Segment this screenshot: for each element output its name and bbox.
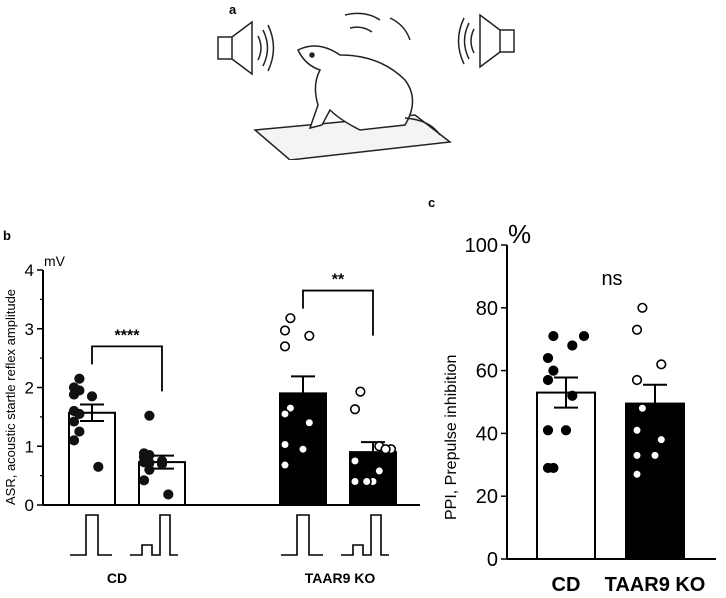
data-point bbox=[68, 416, 80, 427]
data-point bbox=[631, 374, 643, 386]
group-label-cd: CD bbox=[107, 570, 127, 586]
significance-bracket bbox=[91, 345, 163, 392]
data-point bbox=[631, 469, 643, 480]
data-point bbox=[548, 462, 559, 474]
data-point bbox=[349, 476, 361, 487]
data-point bbox=[144, 464, 155, 475]
panel-label-a: a bbox=[229, 2, 237, 17]
data-point bbox=[86, 391, 98, 402]
bar bbox=[68, 411, 116, 507]
data-point bbox=[631, 324, 643, 335]
speaker-right-icon bbox=[457, 13, 515, 69]
rat-icon bbox=[253, 12, 452, 160]
data-point bbox=[355, 386, 366, 397]
data-point bbox=[144, 410, 155, 421]
data-point bbox=[279, 341, 291, 352]
significance-label: ** bbox=[332, 272, 345, 289]
data-point bbox=[74, 426, 85, 437]
y-tick-label: 0 bbox=[25, 496, 34, 515]
y-tick-label: 60 bbox=[476, 361, 498, 383]
data-point bbox=[656, 359, 667, 370]
data-point bbox=[578, 330, 590, 342]
error-bar bbox=[554, 376, 578, 409]
data-point bbox=[649, 450, 661, 461]
y-tick-label: 80 bbox=[476, 298, 498, 320]
data-point bbox=[542, 374, 554, 386]
data-point bbox=[374, 465, 385, 477]
data-point bbox=[380, 444, 391, 455]
category-label: TAAR9 KO bbox=[605, 574, 706, 596]
data-point bbox=[297, 444, 309, 455]
group-label-taar9-ko: TAAR9 KO bbox=[305, 570, 376, 586]
data-point bbox=[542, 352, 554, 364]
data-point bbox=[631, 425, 643, 436]
data-point bbox=[93, 461, 104, 472]
y-tick-label: 0 bbox=[487, 549, 498, 571]
y-tick-label: 100 bbox=[465, 235, 498, 257]
stimulus-pulse-icon bbox=[70, 514, 112, 556]
y-tick-label: 1 bbox=[25, 437, 34, 456]
data-point bbox=[567, 390, 578, 401]
stimulus-pulse-icon bbox=[281, 514, 323, 556]
y-tick-label: 2 bbox=[25, 379, 34, 398]
error-bar bbox=[80, 403, 104, 422]
data-point bbox=[349, 455, 361, 467]
y-tick-label: 4 bbox=[25, 261, 34, 280]
data-point bbox=[68, 435, 80, 446]
stimulus-prepulse-pulse-icon bbox=[130, 514, 178, 556]
bar bbox=[536, 391, 596, 560]
y-axis-label: ASR, acoustic startle reflex amplitude bbox=[3, 289, 18, 505]
y-axis-label: PPI, Prepulse inhibition bbox=[443, 355, 460, 520]
data-point bbox=[631, 450, 643, 461]
data-point bbox=[138, 475, 150, 486]
data-point bbox=[74, 373, 85, 384]
panel-label-b: b bbox=[3, 228, 11, 243]
data-point bbox=[349, 404, 361, 415]
speaker-left-icon bbox=[217, 20, 275, 76]
data-point bbox=[279, 439, 291, 450]
data-point bbox=[279, 325, 291, 336]
error-bar bbox=[643, 383, 667, 404]
data-point bbox=[542, 425, 554, 436]
y-tick-label: 3 bbox=[25, 320, 34, 339]
data-point bbox=[68, 389, 80, 400]
error-bar bbox=[291, 375, 315, 394]
y-unit-label: % bbox=[508, 219, 531, 249]
data-point bbox=[156, 458, 168, 469]
significance-label: **** bbox=[115, 327, 141, 344]
data-point bbox=[304, 330, 315, 341]
startle-illustration bbox=[217, 12, 515, 160]
data-point bbox=[637, 403, 648, 414]
significance-bracket bbox=[302, 289, 374, 336]
data-point bbox=[637, 302, 648, 313]
data-point bbox=[548, 365, 559, 376]
category-label: CD bbox=[552, 574, 581, 596]
data-point bbox=[279, 459, 291, 471]
data-point bbox=[548, 330, 559, 342]
stimulus-prepulse-pulse-icon bbox=[341, 514, 389, 556]
data-point bbox=[285, 313, 296, 324]
data-point bbox=[560, 425, 572, 436]
panel-label-c: c bbox=[428, 195, 436, 210]
y-unit-label: mV bbox=[44, 253, 66, 269]
data-point bbox=[74, 408, 85, 420]
data-point bbox=[567, 340, 578, 351]
y-tick-label: 40 bbox=[476, 423, 498, 445]
data-point bbox=[163, 489, 174, 500]
data-point bbox=[279, 408, 291, 420]
data-point bbox=[304, 417, 315, 428]
y-tick-label: 20 bbox=[476, 486, 498, 508]
data-point bbox=[656, 434, 667, 445]
significance-label: ns bbox=[601, 268, 622, 290]
data-point bbox=[361, 476, 372, 487]
